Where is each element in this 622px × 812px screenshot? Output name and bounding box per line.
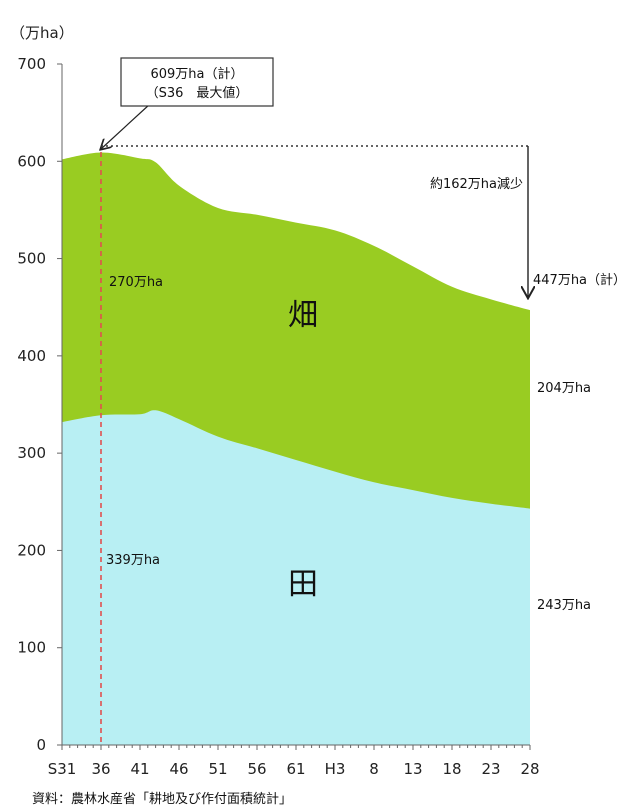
x-axis-minor-ticks — [62, 745, 530, 750]
peak-callout-leader — [101, 104, 150, 149]
y-axis-unit-label: （万ha） — [10, 24, 74, 42]
x-tick-label: 23 — [481, 760, 500, 778]
x-tick-label: 13 — [403, 760, 422, 778]
y-tick-label: 400 — [17, 347, 46, 365]
paddy-end-label: 243万ha — [537, 598, 591, 613]
x-tick-label: 61 — [286, 760, 305, 778]
upland-area-label: 畑 — [288, 298, 318, 333]
x-tick-label: H3 — [325, 760, 346, 778]
y-tick-label: 300 — [17, 444, 46, 462]
upland-end-label: 204万ha — [537, 381, 591, 396]
y-axis: 0 100 200 300 400 500 600 700 — [17, 55, 62, 754]
plot-area — [62, 152, 530, 745]
paddy-start-label: 339万ha — [106, 553, 160, 568]
peak-callout-line2: （S36 最大値） — [146, 85, 249, 101]
paddy-area-label: 田 — [288, 567, 318, 602]
x-tick-label: 41 — [130, 760, 149, 778]
y-tick-label: 200 — [17, 541, 46, 559]
x-tick-label: 51 — [208, 760, 227, 778]
source-note: 資料：農林水産省「耕地及び作付面積統計」 — [32, 791, 292, 807]
y-tick-label: 700 — [17, 55, 46, 73]
x-tick-label: 8 — [369, 760, 379, 778]
y-tick-label: 0 — [36, 736, 46, 754]
y-tick-label: 600 — [17, 152, 46, 170]
upland-start-label: 270万ha — [109, 275, 163, 290]
y-tick-label: 500 — [17, 250, 46, 268]
x-tick-label: S31 — [48, 760, 77, 778]
x-axis: S31 36 41 46 51 56 61 H3 8 13 18 23 28 — [48, 760, 540, 778]
end-total-label: 447万ha（計） — [533, 272, 622, 288]
x-tick-label: 18 — [442, 760, 461, 778]
decrease-label: 約162万ha減少 — [430, 176, 523, 192]
x-tick-label: 28 — [520, 760, 539, 778]
peak-callout-line1: 609万ha（計） — [150, 66, 243, 82]
y-tick-label: 100 — [17, 639, 46, 657]
x-tick-label: 36 — [91, 760, 110, 778]
x-tick-label: 46 — [169, 760, 188, 778]
x-tick-label: 56 — [247, 760, 266, 778]
